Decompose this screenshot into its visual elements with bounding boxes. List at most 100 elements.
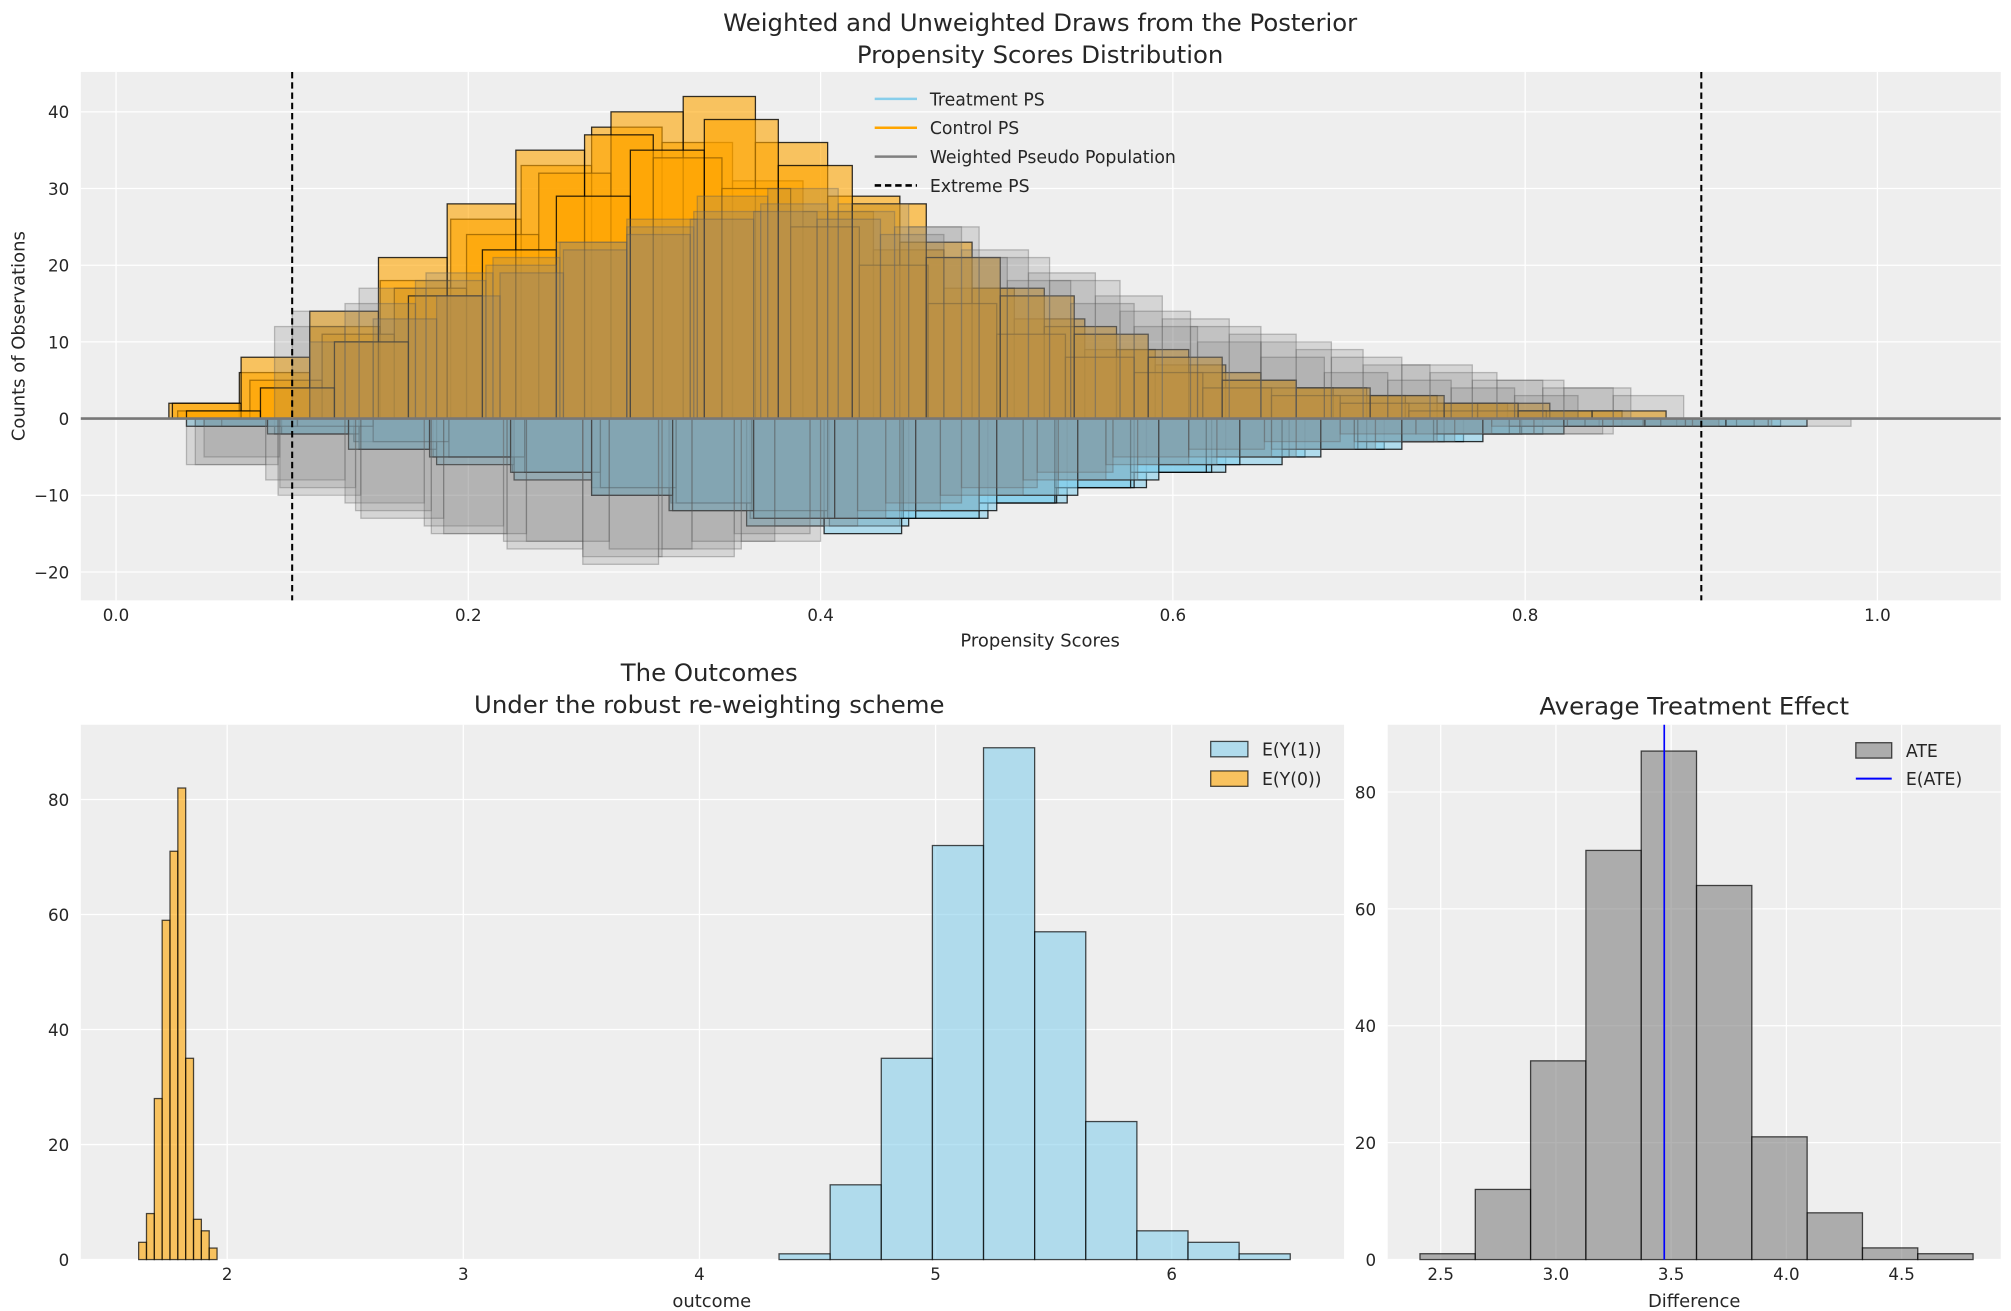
treatment-histogram-bar: [1158, 417, 1241, 466]
y-tick-label: 80: [48, 791, 69, 810]
weighted-histogram-bar: [879, 233, 945, 420]
weighted-histogram-bar: [1196, 341, 1262, 420]
weighted-histogram-bar: [1401, 364, 1473, 420]
legend: E(Y(1)) E(Y(0)): [1210, 740, 1322, 790]
weighted-histogram-bar: [1057, 417, 1139, 481]
treatment-histogram-bar: [996, 417, 1079, 496]
histogram-bar: [145, 1212, 155, 1261]
histogram-bar: [1585, 849, 1642, 1261]
control-histogram-bar: [703, 118, 779, 420]
weighted-histogram-bar: [1027, 272, 1097, 420]
weighted-histogram-bar: [1260, 356, 1325, 420]
weighted-histogram-bar: [443, 417, 528, 535]
weighted-histogram-bar: [277, 417, 362, 496]
weighted-histogram-bar: [1519, 417, 1604, 435]
histogram-bar: [153, 1097, 163, 1261]
histogram-bar: [1861, 1247, 1919, 1261]
weighted-histogram-bar: [1137, 417, 1218, 466]
weighted-histogram-bar: [354, 417, 432, 512]
weighted-histogram-bar: [1133, 325, 1199, 420]
y-tick-label: 20: [48, 1136, 69, 1155]
weighted-histogram-bar: [358, 287, 427, 420]
weighted-histogram-bar: [837, 203, 910, 420]
legend-label: Weighted Pseudo Population: [930, 148, 1176, 168]
weighted-histogram-bar: [291, 310, 360, 420]
panel-title-line-1: The Outcomes: [620, 658, 798, 687]
weighted-histogram-bar: [1295, 417, 1377, 450]
control-histogram-bar: [999, 295, 1075, 420]
weighted-histogram-bar: [1161, 318, 1230, 420]
histogram-bar: [931, 844, 985, 1261]
weighted-histogram-bar: [657, 417, 735, 558]
marks: [80, 71, 2001, 601]
weighted-histogram-bar: [774, 417, 859, 527]
weighted-histogram-bar: [194, 417, 279, 466]
histogram-bar: [1085, 1120, 1138, 1261]
histogram-bar: [1640, 750, 1698, 1261]
weighted-histogram-bar: [978, 417, 1060, 496]
control-histogram-bar: [777, 164, 853, 420]
treatment-histogram-bar: [590, 417, 674, 496]
legend-label: Treatment PS: [929, 90, 1045, 110]
x-axis-label: Difference: [1648, 1291, 1740, 1311]
histogram-bar: [1529, 1060, 1587, 1261]
weighted-histogram-bar: [1436, 417, 1521, 435]
weighted-histogram-bar: [826, 210, 896, 420]
weighted-histogram-bar: [309, 341, 374, 420]
legend-label: E(ATE): [1906, 770, 1962, 790]
x-tick-label: 2: [222, 1265, 233, 1284]
weighted-histogram-bar: [819, 417, 901, 527]
weighted-histogram-bar: [372, 318, 438, 420]
x-axis-label: outcome: [672, 1291, 751, 1311]
histogram-bar: [1917, 1253, 1974, 1261]
weighted-histogram-bar: [1189, 325, 1262, 420]
weighted-histogram-bar: [943, 256, 1008, 420]
weighted-histogram-bar: [908, 226, 980, 420]
weighted-histogram-bar: [1119, 310, 1192, 420]
legend-label: Extreme PS: [930, 177, 1030, 197]
weighted-histogram-bar: [733, 417, 811, 535]
weighted-histogram-bar: [582, 417, 663, 558]
legend-swatch: [1855, 742, 1893, 759]
outcomes-panel: The Outcomes Under the robust re-weighti…: [48, 658, 1345, 1311]
weighted-histogram-bar: [485, 264, 558, 420]
weighted-histogram-bar: [203, 417, 281, 458]
x-tick-label: 2.5: [1427, 1265, 1454, 1284]
y-tick-label: 20: [1355, 1134, 1376, 1153]
treatment-histogram-bar: [1239, 417, 1322, 458]
weighted-histogram-bar: [661, 417, 742, 550]
weighted-histogram-bar: [1513, 394, 1579, 420]
y-tick-label: 0: [59, 410, 70, 429]
y-tick-label: 40: [48, 1021, 69, 1040]
histogram-bar: [185, 1057, 195, 1261]
weighted-histogram-bar: [1048, 279, 1121, 420]
x-tick-label: 0.2: [455, 606, 481, 625]
weighted-histogram-bar: [899, 417, 980, 512]
treatment-histogram-bar: [1320, 417, 1403, 450]
weighted-histogram-bar: [1112, 417, 1190, 458]
weighted-histogram-bar: [425, 272, 494, 420]
y-tick-label: 80: [1355, 783, 1376, 802]
weighted-histogram-bar: [360, 417, 445, 519]
legend: ATE E(ATE): [1855, 742, 1962, 790]
x-tick-label: 4.5: [1888, 1265, 1915, 1284]
weighted-histogram-bar: [1216, 417, 1297, 458]
weighted-histogram-bar: [608, 417, 693, 550]
weighted-histogram-bar: [492, 256, 561, 420]
y-tick-label: 30: [48, 180, 69, 199]
y-tick-label: 0: [1366, 1251, 1377, 1270]
panel-title-line-2: Under the robust re-weighting scheme: [474, 690, 944, 719]
legend-swatch: [1210, 740, 1249, 758]
treatment-histogram-bar: [428, 417, 512, 458]
y-tick-label: −20: [34, 563, 69, 582]
y-tick-label: 60: [48, 906, 69, 925]
weighted-histogram-bar: [1094, 295, 1163, 420]
weighted-histogram-bar: [1563, 387, 1632, 420]
weighted-histogram-bar: [344, 417, 425, 504]
weighted-histogram-bar: [1323, 371, 1389, 420]
treatment-histogram-bar: [671, 417, 755, 512]
ate-panel: Average Treatment Effect Difference 2.5 3…: [1355, 691, 2001, 1311]
histogram-bar: [169, 850, 179, 1261]
y-tick-label: 10: [48, 333, 69, 352]
weighted-histogram-bar: [1022, 417, 1107, 481]
